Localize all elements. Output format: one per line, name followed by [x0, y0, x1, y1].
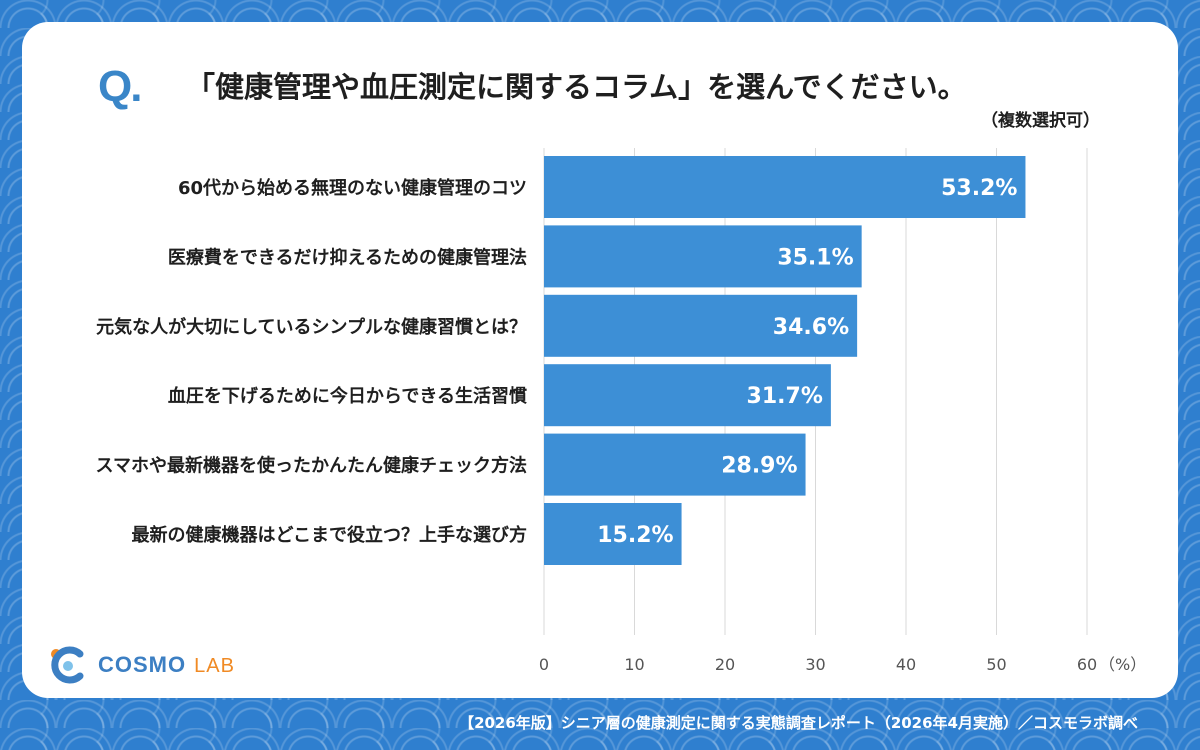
category-label: 60代から始める無理のない健康管理のコツ: [178, 177, 527, 199]
chart-card: [22, 22, 1178, 698]
x-tick-label: 0: [539, 655, 549, 674]
logo-text-lab: LAB: [194, 655, 235, 677]
bar-value-label: 53.2%: [941, 176, 1017, 201]
logo-wordmark: COSMO LAB: [98, 652, 235, 678]
bar: [544, 225, 862, 288]
chart-title: 「健康管理や血圧測定に関するコラム」を選んでください。: [186, 70, 967, 104]
x-tick-label: 60: [1077, 655, 1097, 674]
source-note: 【2026年版】シニア層の健康測定に関する実態調査レポート（2026年4月実施）…: [459, 714, 1138, 732]
x-tick-label: 30: [805, 655, 825, 674]
x-tick-label: 10: [624, 655, 644, 674]
x-tick-label: 40: [896, 655, 916, 674]
category-label: 血圧を下げるために今日からできる生活習慣: [168, 385, 527, 407]
bar: [544, 294, 858, 357]
x-tick-label: 50: [986, 655, 1006, 674]
bar-value-label: 35.1%: [777, 245, 853, 270]
cosmo-lab-logo-icon: [51, 646, 84, 684]
category-label: 医療費をできるだけ抑えるための健康管理法: [168, 246, 527, 268]
x-tick-label: 20: [715, 655, 735, 674]
chart-subtitle: （複数選択可）: [981, 111, 1100, 131]
bar: [544, 364, 831, 427]
category-label: 最新の健康機器はどこまで役立つ？上手な選び方: [132, 524, 527, 546]
bar-value-label: 15.2%: [597, 523, 673, 548]
category-label: 元気な人が大切にしているシンプルな健康習慣とは？: [96, 316, 527, 338]
bar-value-label: 31.7%: [747, 384, 823, 409]
bar: [544, 503, 682, 565]
category-label: スマホや最新機器を使ったかんたん健康チェック方法: [96, 455, 527, 477]
x-unit-label: （%）: [1099, 655, 1146, 674]
question-mark: Q.: [98, 62, 142, 111]
bar-value-label: 28.9%: [721, 454, 797, 479]
bar: [544, 433, 806, 496]
bar: [544, 156, 1026, 218]
bar-value-label: 34.6%: [773, 315, 849, 340]
logo-text-cosmo: COSMO: [98, 652, 187, 677]
